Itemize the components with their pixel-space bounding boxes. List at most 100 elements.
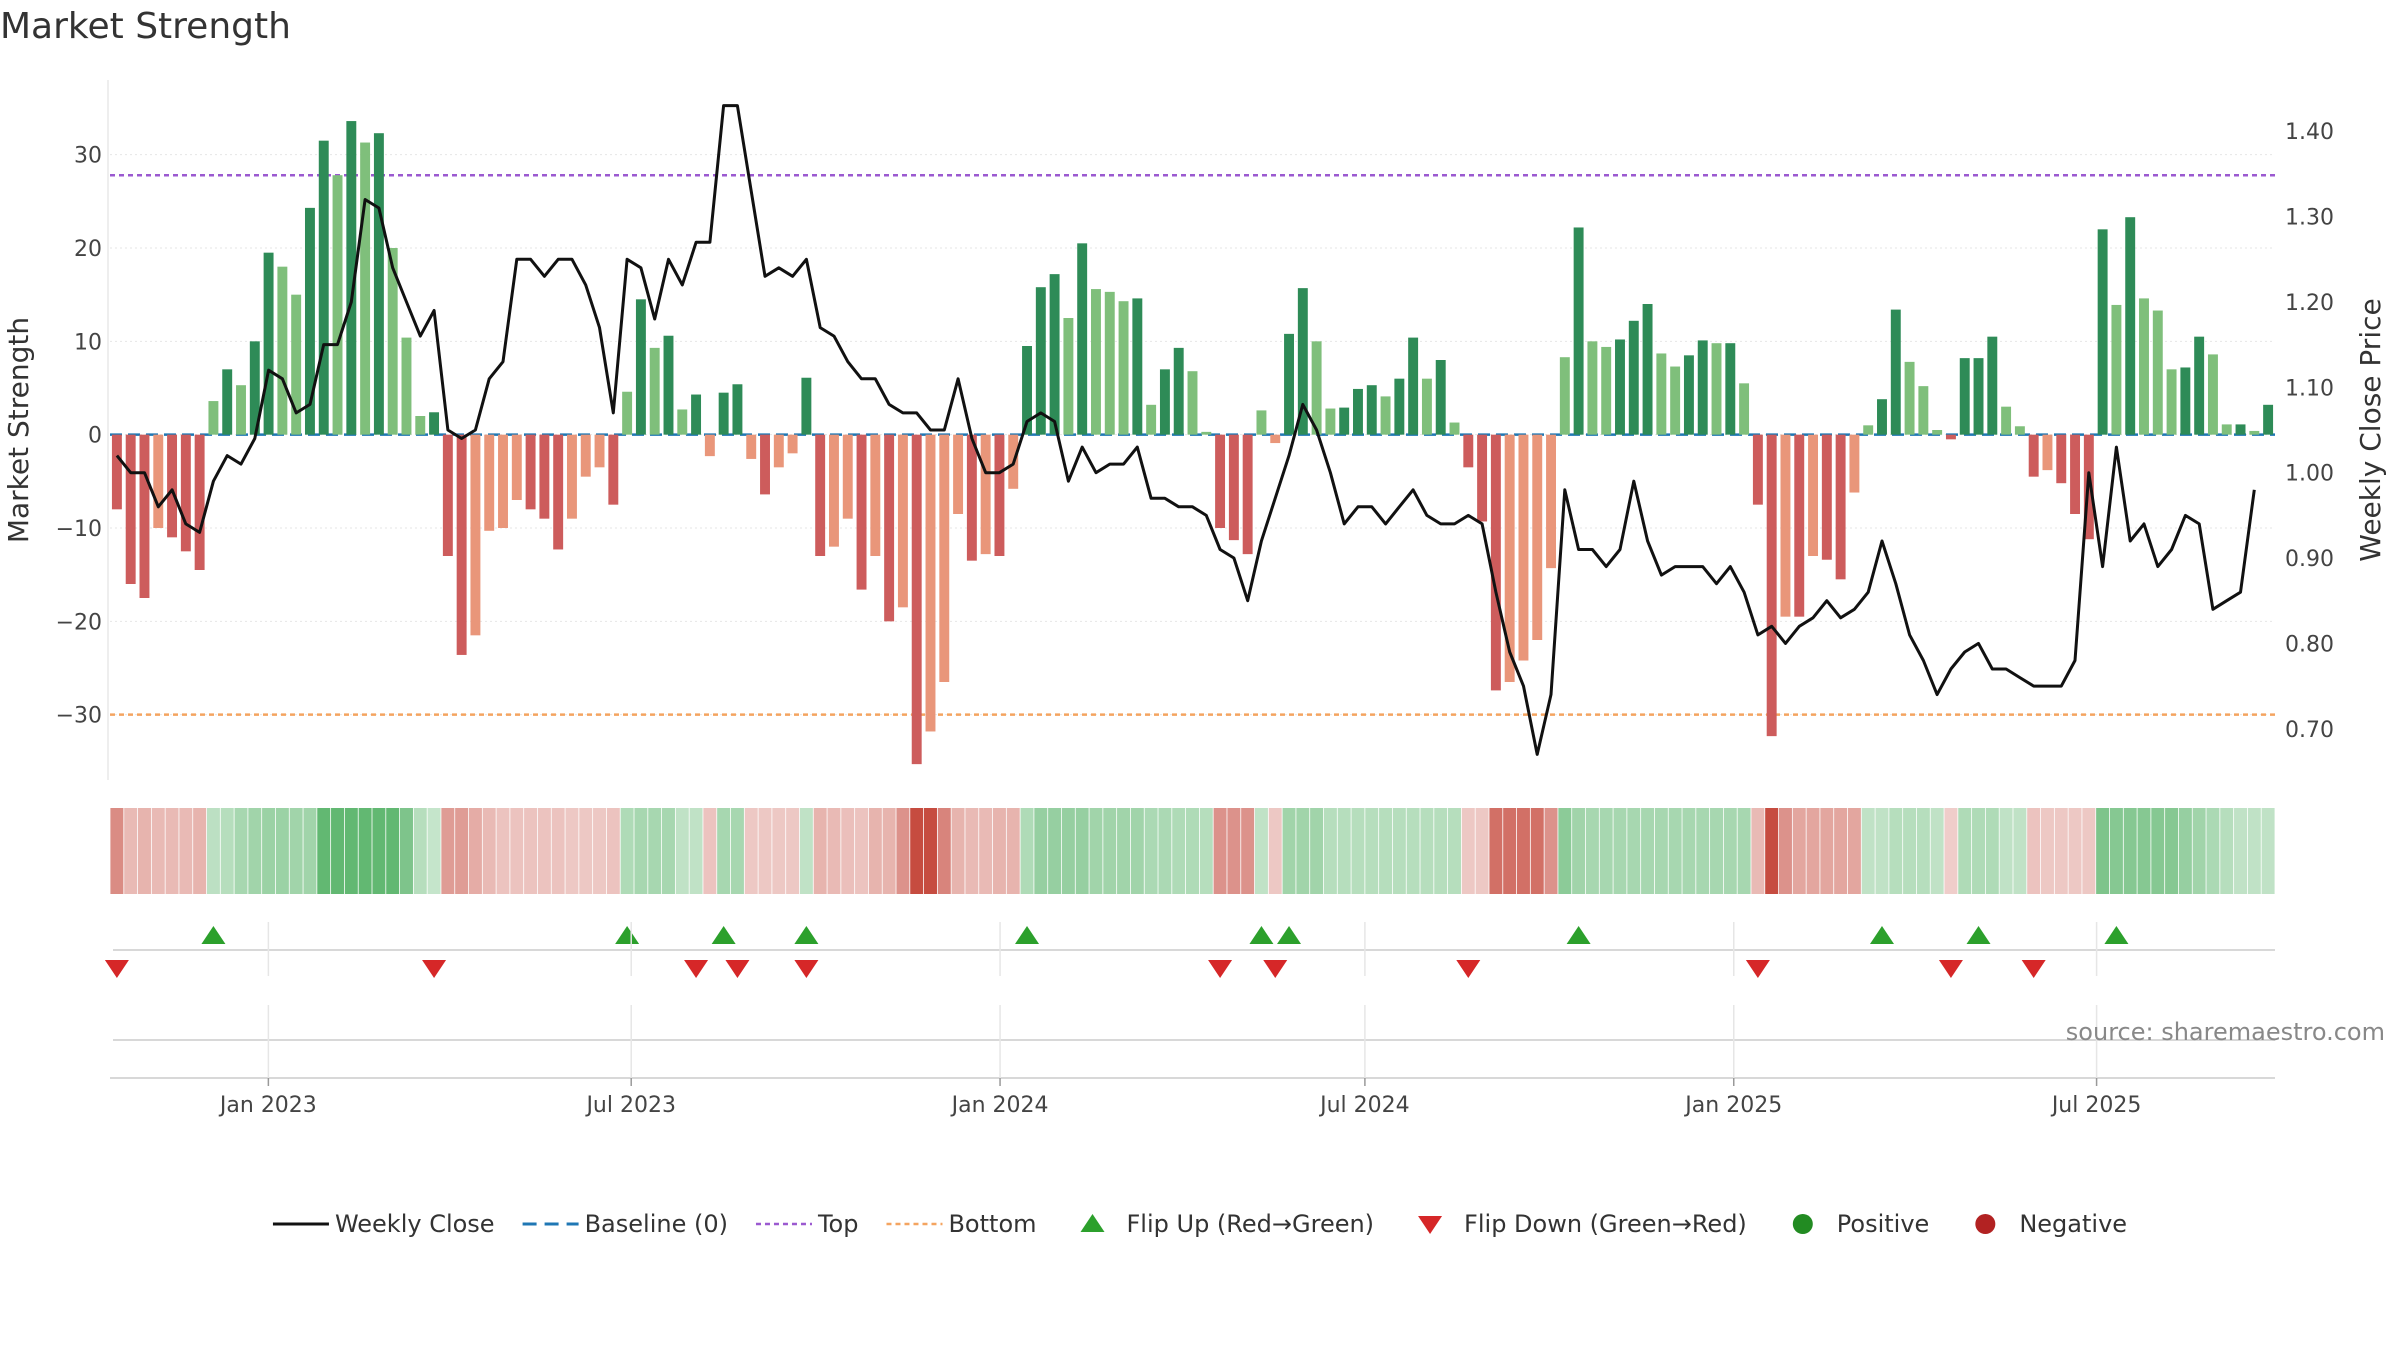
flip-down-marker: [2021, 960, 2046, 978]
strip-cell: [206, 808, 220, 894]
strip-cell: [1820, 808, 1834, 894]
strength-bar: [608, 434, 619, 505]
strength-bar: [1945, 434, 1956, 440]
strength-bar: [1532, 434, 1543, 640]
strength-bar: [2166, 369, 2177, 435]
strip-cell: [1792, 808, 1806, 894]
strength-bar: [498, 434, 508, 528]
strength-bar: [2207, 354, 2218, 435]
strength-bar: [1380, 396, 1391, 435]
strip-cell: [1916, 808, 1930, 894]
strip-cell: [1075, 808, 1089, 894]
strip-cell: [593, 808, 607, 894]
strip-cell: [1475, 808, 1489, 894]
flip-down-marker: [684, 960, 709, 978]
strip-cell: [468, 808, 482, 894]
right-y-axis: 0.70 0.80 0.90 1.00 1.10 1.20 1.30 1.40: [2285, 120, 2334, 743]
y-tick-label: 30: [74, 144, 102, 169]
strength-bar: [1284, 333, 1294, 435]
strength-bar: [760, 434, 770, 495]
strip-cell: [634, 808, 648, 894]
strip-cell: [1117, 808, 1131, 894]
strength-bar: [1339, 407, 1350, 435]
strength-bar: [1091, 289, 1101, 435]
strip-cell: [386, 808, 400, 894]
strength-bar: [1877, 399, 1887, 435]
strip-cell: [1516, 808, 1530, 894]
strip-cell: [2261, 808, 2275, 894]
strength-bar: [1146, 404, 1157, 435]
strength-bar: [442, 434, 453, 556]
strip-cell: [841, 808, 855, 894]
y-tick-label: −10: [56, 517, 102, 542]
strength-bar: [704, 434, 715, 457]
strength-bar: [1477, 434, 1488, 522]
strip-cell: [882, 808, 896, 894]
strip-cell: [2054, 808, 2068, 894]
strength-bars: [111, 121, 2274, 765]
strength-bar: [249, 341, 260, 435]
strength-bar: [1463, 434, 1474, 468]
strip-cell: [855, 808, 869, 894]
legend-handle: [1975, 1214, 1996, 1234]
strength-bar: [332, 175, 343, 435]
strength-bar: [1932, 430, 1943, 435]
strength-bar: [1256, 410, 1267, 435]
strip-cell: [2123, 808, 2137, 894]
y2-tick-label: 0.90: [2285, 547, 2334, 572]
strip-cell: [2109, 808, 2123, 894]
strip-cell: [703, 808, 717, 894]
strip-cell: [234, 808, 248, 894]
weekly-close-line: [115, 104, 2256, 756]
strength-bar: [539, 434, 550, 519]
strip-cell: [124, 808, 138, 894]
flip-down-marker: [1745, 960, 1770, 978]
strength-bar: [1766, 434, 1777, 737]
strength-bar: [815, 434, 826, 556]
strip-cell: [1861, 808, 1875, 894]
strip-cell: [289, 808, 303, 894]
strip-cell: [1875, 808, 1889, 894]
strip-cell: [2206, 808, 2220, 894]
source-note: source: sharemaestro.com: [2066, 1018, 2385, 1046]
strip-cell: [317, 808, 331, 894]
strip-cell: [1337, 808, 1351, 894]
strength-bar: [484, 434, 495, 531]
strength-bar: [1546, 434, 1556, 569]
strip-cell: [220, 808, 234, 894]
strip-cell: [303, 808, 317, 894]
strength-bar: [1297, 288, 1308, 435]
strength-bar: [1215, 434, 1226, 528]
x-tick-label: Jul 2024: [1318, 1093, 1410, 1118]
strength-bar: [2070, 434, 2081, 514]
strip-cell: [1461, 808, 1475, 894]
strength-bar: [1435, 360, 1446, 435]
strip-cell: [1434, 808, 1448, 894]
strip-cell: [441, 808, 455, 894]
strip-cell: [1392, 808, 1406, 894]
strip-cell: [1558, 808, 1572, 894]
strength-bar: [746, 434, 757, 459]
strength-heat-strip: [110, 808, 2275, 894]
strip-cell: [1172, 808, 1186, 894]
flip-up-marker: [1869, 926, 1894, 944]
strength-bar: [1518, 434, 1529, 661]
legend-handle: [1080, 1214, 1105, 1232]
strip-cell: [1806, 808, 1820, 894]
strip-cell: [1930, 808, 1944, 894]
strength-bar: [167, 434, 178, 538]
strip-cell: [1282, 808, 1296, 894]
strip-cell: [717, 808, 731, 894]
strip-cell: [165, 808, 179, 894]
strip-cell: [937, 808, 951, 894]
flip-up-marker: [615, 926, 640, 944]
legend-label: Weekly Close: [335, 1210, 495, 1238]
strength-bar: [553, 434, 564, 550]
strength-bar: [566, 434, 577, 519]
strip-cell: [648, 808, 662, 894]
strip-cell: [1213, 808, 1227, 894]
strip-cell: [1972, 808, 1986, 894]
strength-bar: [2028, 434, 2039, 477]
flip-up-marker: [2104, 926, 2129, 944]
strength-bar: [1725, 343, 1736, 435]
